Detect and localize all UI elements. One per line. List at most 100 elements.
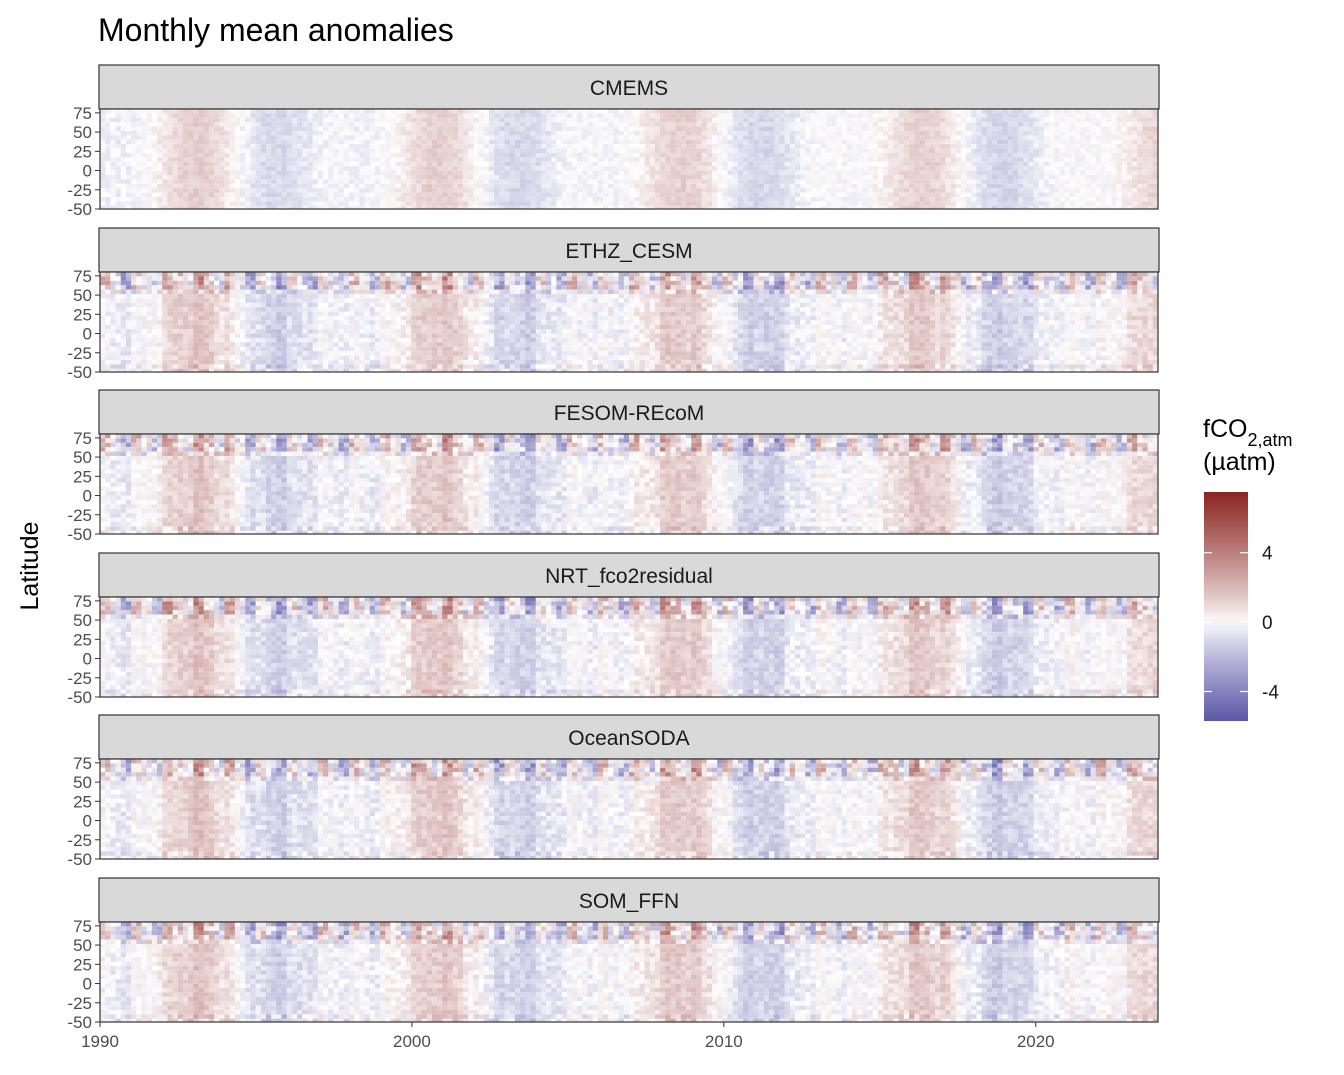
heatmap-cell — [344, 166, 350, 170]
heatmap-cell — [660, 140, 666, 144]
heatmap-cell — [318, 184, 324, 188]
heatmap-cell — [613, 127, 619, 131]
heatmap-cell — [422, 122, 428, 126]
heatmap-cell — [447, 157, 453, 161]
heatmap-cell — [904, 144, 910, 148]
heatmap-cell — [785, 179, 791, 183]
heatmap-cell — [696, 162, 702, 166]
heatmap-cell — [836, 144, 842, 148]
heatmap-cell — [193, 201, 199, 205]
heatmap-cell — [173, 166, 179, 170]
heatmap-cell — [805, 188, 811, 192]
heatmap-cell — [136, 118, 142, 122]
heatmap-cell — [484, 193, 490, 197]
heatmap-cell — [613, 131, 619, 135]
heatmap-cell — [183, 118, 189, 122]
heatmap-cell — [717, 140, 723, 144]
heatmap-cell — [178, 144, 184, 148]
heatmap-cell — [702, 162, 708, 166]
heatmap-cell — [904, 193, 910, 197]
heatmap-cell — [510, 175, 516, 179]
heatmap-cell — [489, 162, 495, 166]
heatmap-cell — [650, 127, 656, 131]
heatmap-cell — [458, 113, 464, 117]
heatmap-cell — [556, 118, 562, 122]
heatmap-cell — [603, 144, 609, 148]
heatmap-cell — [779, 171, 785, 175]
heatmap-cell — [323, 131, 329, 135]
heatmap-cell — [831, 197, 837, 201]
heatmap-cell — [598, 149, 604, 153]
heatmap-cell — [411, 140, 417, 144]
heatmap-cell — [852, 162, 858, 166]
heatmap-cell — [624, 131, 630, 135]
heatmap-cell — [359, 166, 365, 170]
heatmap-cell — [738, 201, 744, 205]
heatmap-cell — [313, 193, 319, 197]
heatmap-cell — [110, 179, 116, 183]
heatmap-cell — [862, 135, 868, 139]
heatmap-cell — [375, 153, 381, 157]
heatmap-cell — [556, 179, 562, 183]
heatmap-cell — [842, 149, 848, 153]
heatmap-cell — [660, 197, 666, 201]
heatmap-cell — [494, 188, 500, 192]
heatmap-cell — [702, 193, 708, 197]
heatmap-cell — [613, 171, 619, 175]
heatmap-cell — [733, 118, 739, 122]
heatmap-cell — [266, 131, 272, 135]
heatmap-cell — [712, 171, 718, 175]
heatmap-cell — [691, 184, 697, 188]
heatmap-cell — [811, 157, 817, 161]
heatmap-cell — [339, 162, 345, 166]
heatmap-cell — [245, 109, 251, 113]
heatmap-cell — [365, 171, 371, 175]
heatmap-cell — [686, 109, 692, 113]
heatmap-cell — [370, 193, 376, 197]
heatmap-cell — [556, 201, 562, 205]
heatmap-cell — [753, 188, 759, 192]
heatmap-cell — [878, 162, 884, 166]
heatmap-cell — [136, 193, 142, 197]
heatmap-cell — [852, 140, 858, 144]
heatmap-cell — [681, 118, 687, 122]
heatmap-cell — [422, 118, 428, 122]
heatmap-cell — [722, 109, 728, 113]
heatmap-cell — [240, 144, 246, 148]
heatmap-cell — [333, 127, 339, 131]
heatmap-cell — [422, 135, 428, 139]
heatmap-cell — [224, 135, 230, 139]
heatmap-cell — [204, 140, 210, 144]
heatmap-cell — [660, 201, 666, 205]
heatmap-cell — [385, 109, 391, 113]
heatmap-cell — [821, 109, 827, 113]
heatmap-cell — [696, 175, 702, 179]
heatmap-cell — [458, 131, 464, 135]
heatmap-cell — [712, 162, 718, 166]
heatmap-cell — [385, 127, 391, 131]
heatmap-cell — [645, 153, 651, 157]
heatmap-cell — [183, 162, 189, 166]
heatmap-cell — [919, 122, 925, 126]
heatmap-cell — [162, 144, 168, 148]
heatmap-cell — [390, 197, 396, 201]
heatmap-cell — [593, 193, 599, 197]
heatmap-cell — [370, 171, 376, 175]
heatmap-cell — [162, 109, 168, 113]
heatmap-cell — [162, 184, 168, 188]
heatmap-cell — [577, 131, 583, 135]
heatmap-cell — [904, 127, 910, 131]
heatmap-cell — [110, 157, 116, 161]
heatmap-cell — [567, 188, 573, 192]
heatmap-cell — [214, 109, 220, 113]
heatmap-cell — [510, 149, 516, 153]
heatmap-cell — [479, 153, 485, 157]
heatmap-cell — [100, 131, 106, 135]
heatmap-cell — [536, 171, 542, 175]
heatmap-cell — [183, 184, 189, 188]
heatmap-cell — [510, 109, 516, 113]
heatmap-cell — [173, 153, 179, 157]
heatmap-cell — [608, 140, 614, 144]
heatmap-cell — [116, 135, 122, 139]
heatmap-cell — [333, 113, 339, 117]
